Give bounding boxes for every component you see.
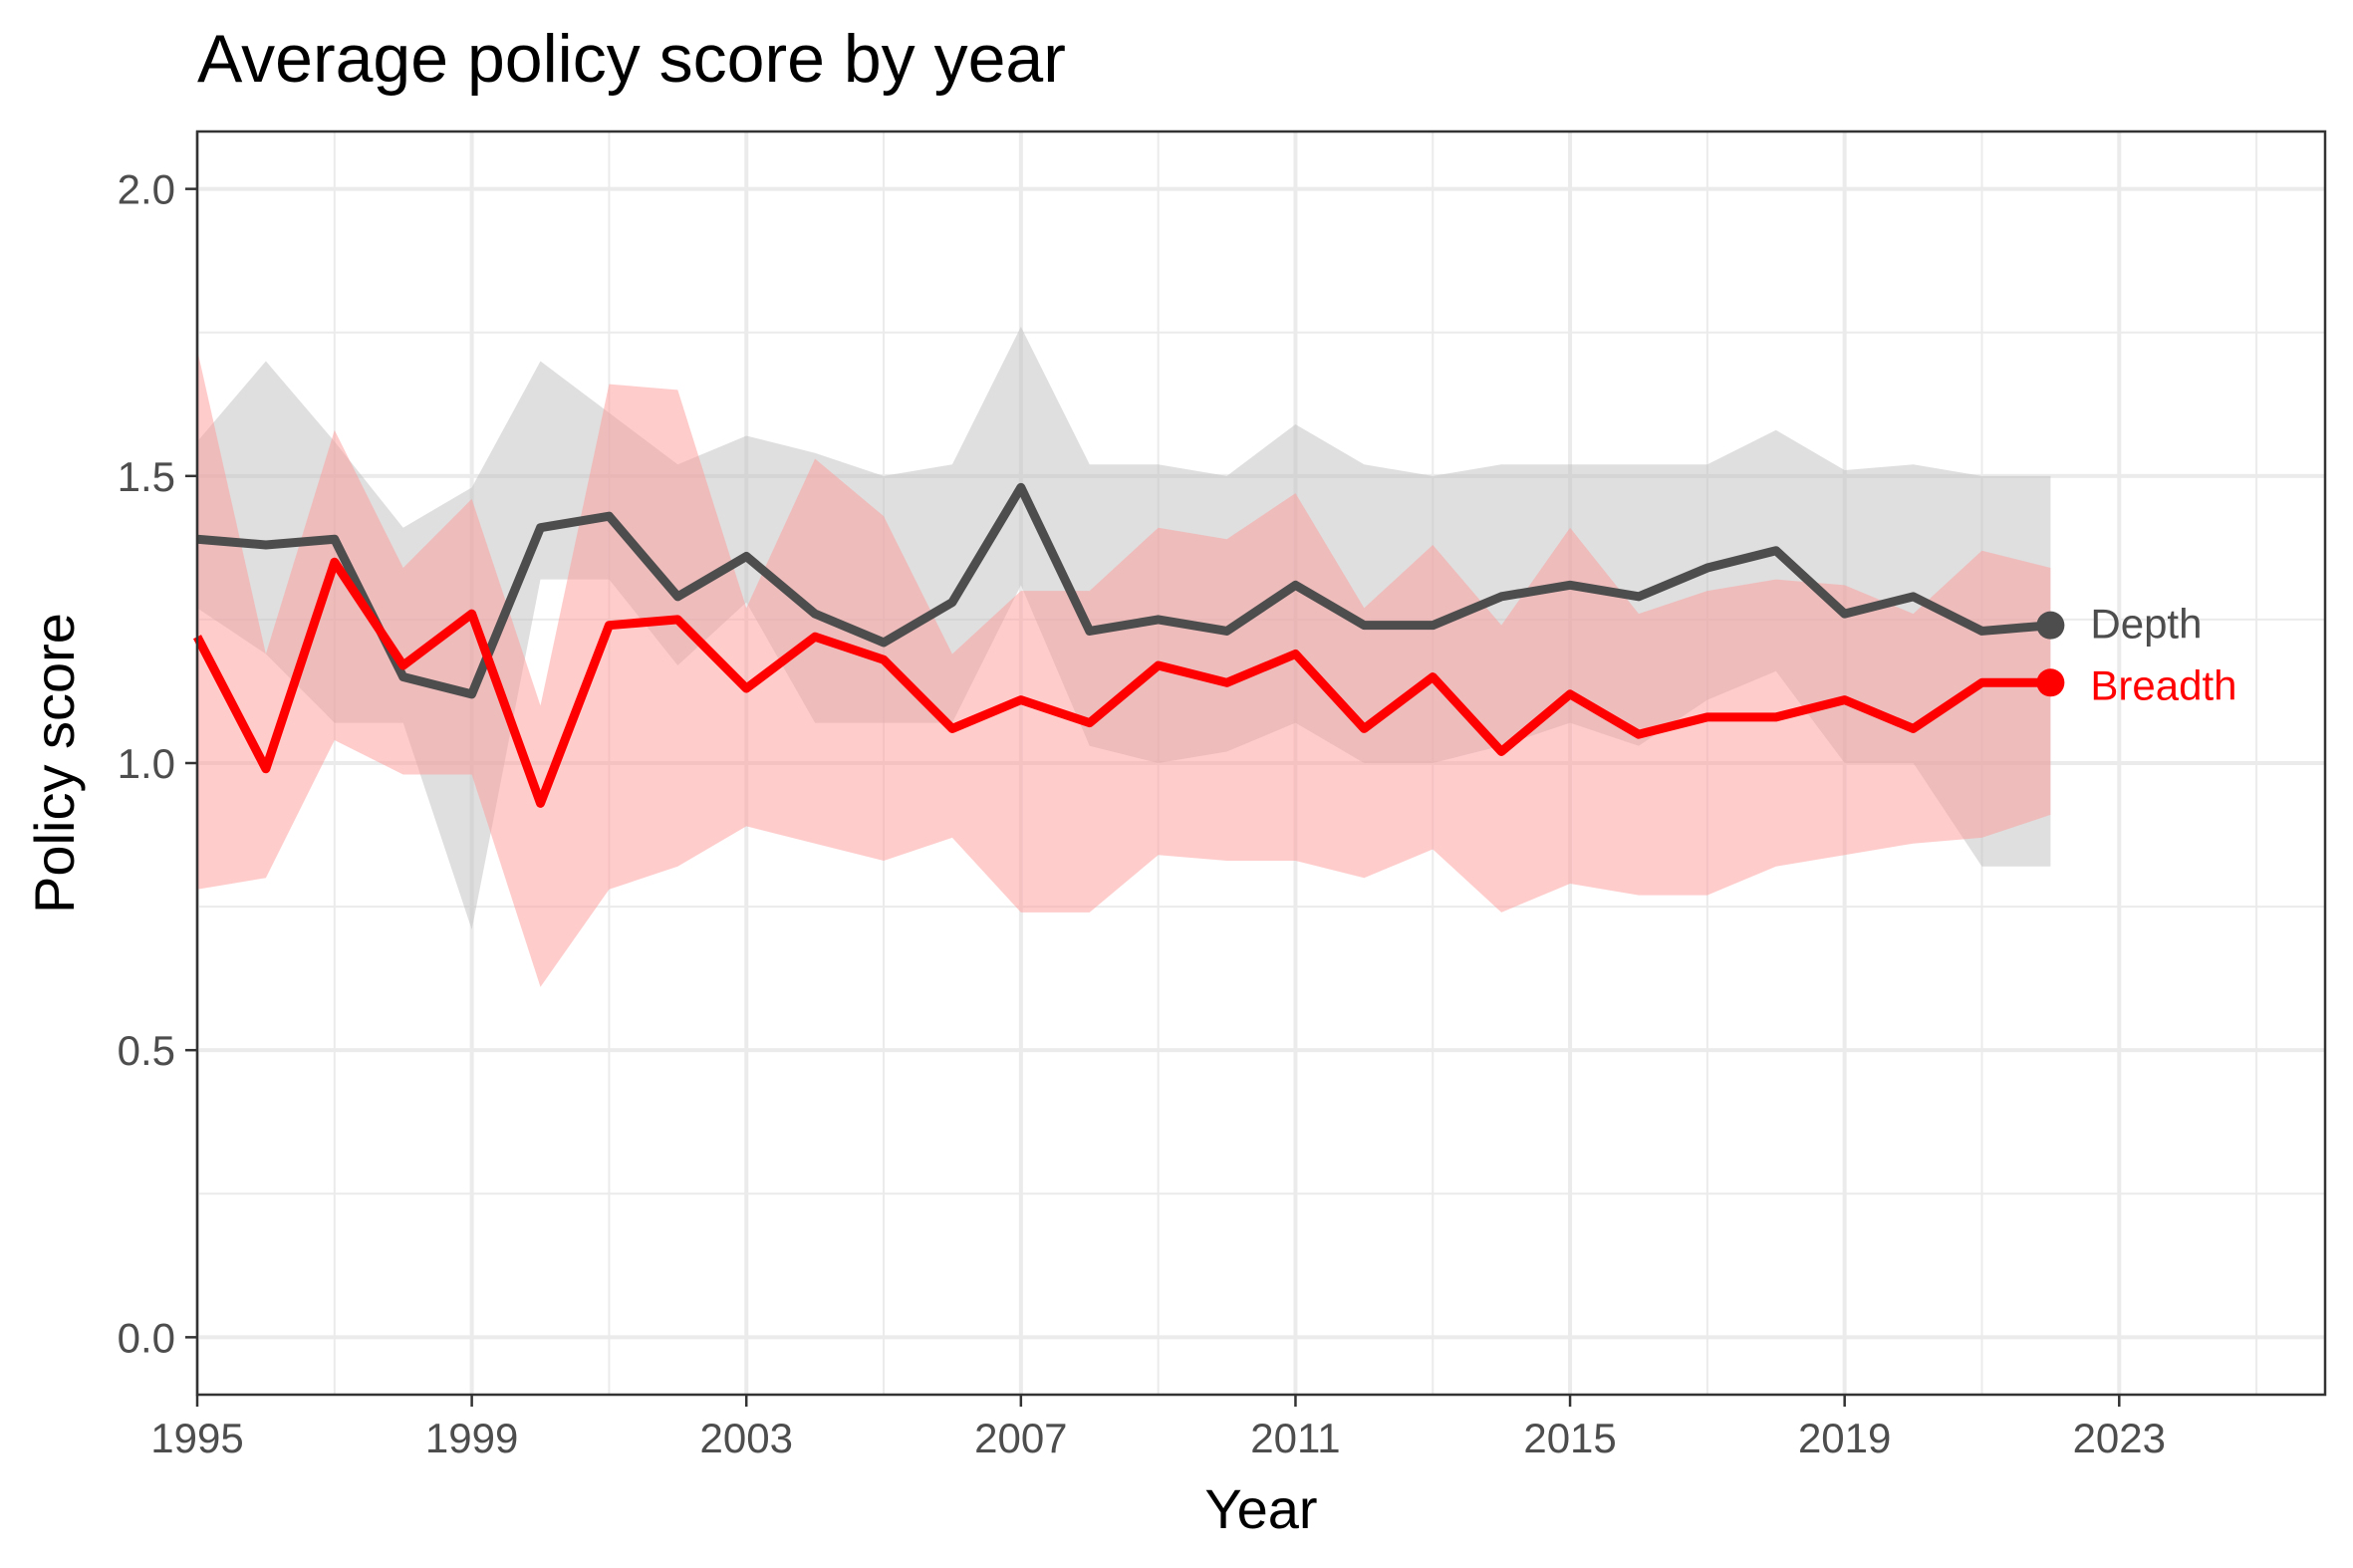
- breadth-confidence-band: [197, 350, 2051, 987]
- y-tick-label: 1.0: [118, 740, 175, 787]
- series-lines: [193, 482, 2051, 808]
- chart-title: Average policy score by year: [197, 21, 1066, 97]
- depth-series-line: [196, 482, 2051, 699]
- breadth-end-label: Breadth: [2090, 661, 2236, 708]
- y-axis-ticks: 0.0 0.5 1.0 1.5 2.0: [118, 166, 197, 1361]
- x-tick-label: 2003: [700, 1415, 793, 1461]
- breadth-end-marker: [2036, 668, 2065, 697]
- x-tick-label: 2007: [974, 1415, 1067, 1461]
- series-end-markers: Depth Breadth: [2036, 601, 2236, 708]
- y-axis-title: Policy score: [23, 613, 86, 914]
- y-tick-label: 1.5: [118, 453, 175, 500]
- y-tick-label: 0.0: [118, 1314, 175, 1361]
- x-tick-label: 1995: [150, 1415, 243, 1461]
- x-axis-title: Year: [1204, 1477, 1317, 1540]
- x-tick-label: 2011: [1250, 1415, 1340, 1461]
- y-tick-label: 0.5: [118, 1027, 175, 1074]
- y-tick-label: 2.0: [118, 166, 175, 213]
- x-tick-label: 2015: [1523, 1415, 1616, 1461]
- breadth-series-line: [193, 557, 2051, 808]
- depth-end-marker: [2036, 611, 2065, 640]
- x-tick-label: 2019: [1798, 1415, 1891, 1461]
- x-tick-label: 1999: [425, 1415, 518, 1461]
- x-tick-label: 2023: [2073, 1415, 2166, 1461]
- depth-end-label: Depth: [2090, 601, 2202, 648]
- x-axis-ticks: 1995 1999 2003 2007 2011 2015 2019 2023: [150, 1395, 2166, 1461]
